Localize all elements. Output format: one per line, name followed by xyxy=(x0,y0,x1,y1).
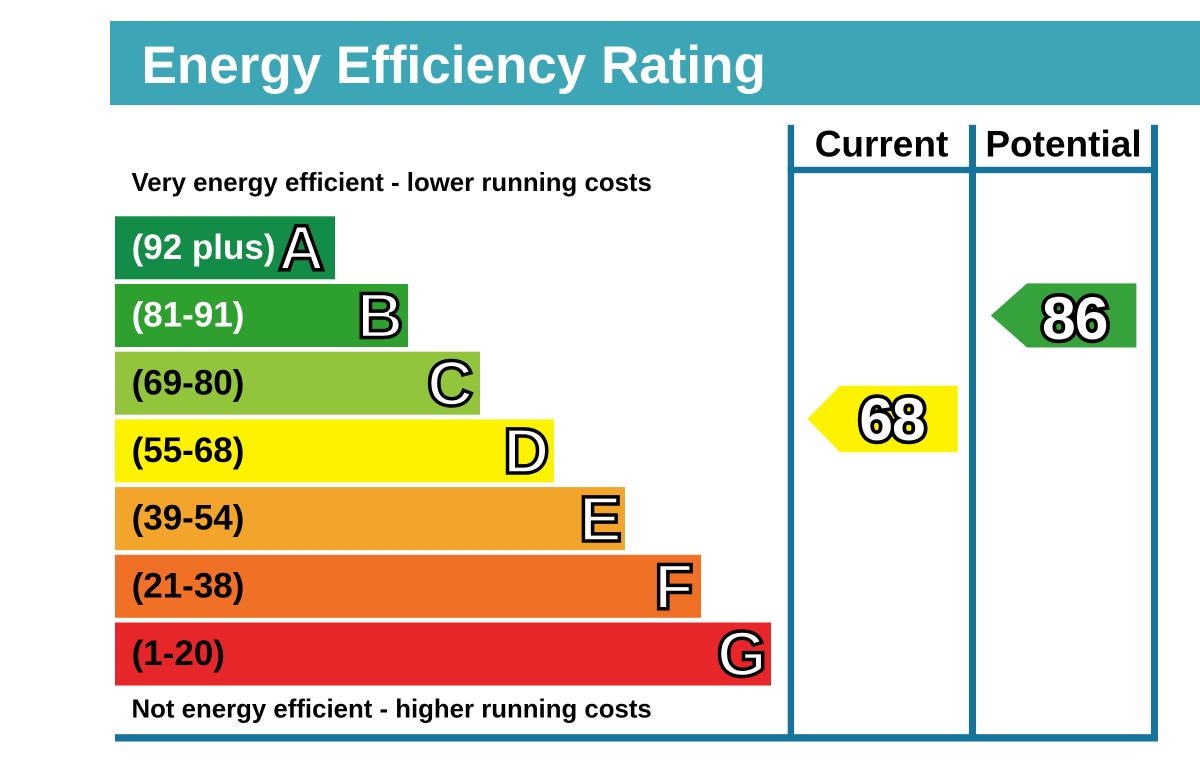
svg-text:F: F xyxy=(654,551,693,623)
svg-text:(21-38): (21-38) xyxy=(132,566,245,605)
svg-text:Not energy efficient - higher: Not energy efficient - higher running co… xyxy=(132,696,652,724)
svg-text:(81-91): (81-91) xyxy=(132,296,245,335)
svg-text:Current: Current xyxy=(815,123,949,164)
svg-text:B: B xyxy=(357,280,403,352)
svg-text:G: G xyxy=(717,618,767,690)
svg-text:68: 68 xyxy=(859,385,924,453)
svg-text:(1-20): (1-20) xyxy=(132,634,225,673)
svg-text:D: D xyxy=(503,415,549,487)
svg-text:Very energy efficient - lower: Very energy efficient - lower running co… xyxy=(132,169,652,197)
svg-text:86: 86 xyxy=(1042,284,1107,352)
svg-text:(69-80): (69-80) xyxy=(132,363,245,402)
svg-text:(39-54): (39-54) xyxy=(132,499,245,538)
svg-text:Energy Efficiency Rating: Energy Efficiency Rating xyxy=(142,36,766,95)
svg-text:E: E xyxy=(579,483,622,555)
svg-text:A: A xyxy=(278,212,324,284)
svg-text:(55-68): (55-68) xyxy=(132,431,245,470)
svg-text:C: C xyxy=(427,347,473,419)
svg-text:(92 plus): (92 plus) xyxy=(132,228,276,267)
svg-text:Potential: Potential xyxy=(985,123,1141,164)
